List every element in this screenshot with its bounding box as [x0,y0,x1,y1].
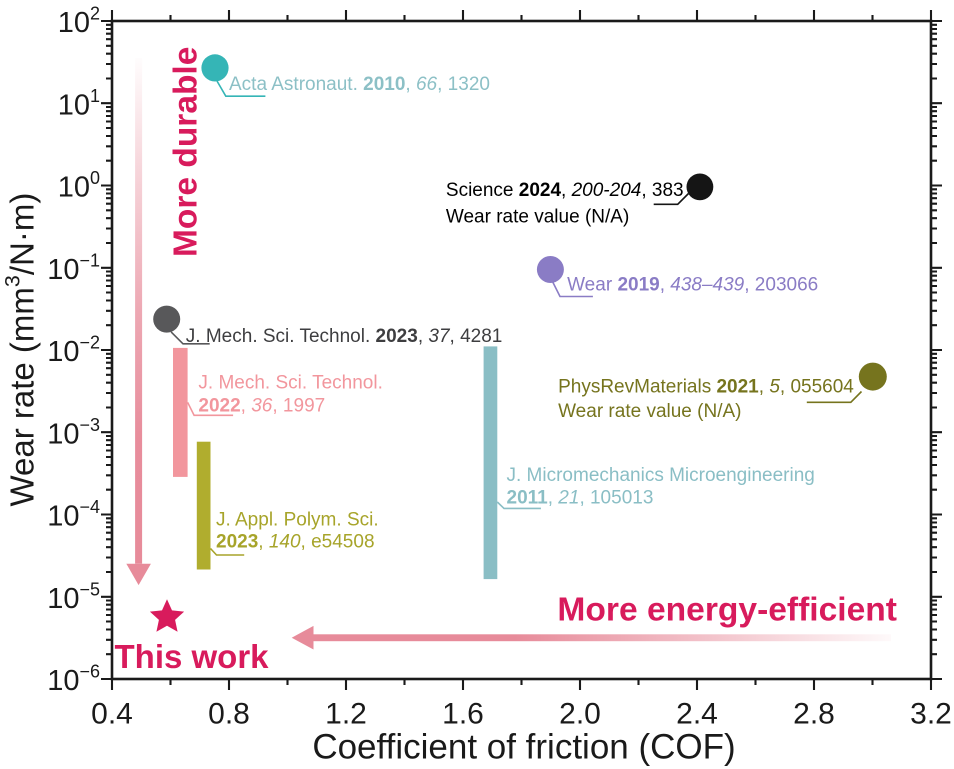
svg-text:10−2: 10−2 [47,333,100,369]
svg-text:10−6: 10−6 [47,662,100,698]
svg-text:2011, 21, 105013: 2011, 21, 105013 [507,488,654,509]
svg-text:J. Mech. Sci. Technol.: J. Mech. Sci. Technol. [198,373,382,394]
svg-text:0.4: 0.4 [91,698,133,731]
svg-text:More energy-efficient: More energy-efficient [557,592,897,629]
svg-text:Coefficient of friction (COF): Coefficient of friction (COF) [312,728,735,767]
svg-text:J. Appl. Polym. Sci.: J. Appl. Polym. Sci. [216,509,379,530]
svg-text:10−1: 10−1 [47,250,100,286]
svg-text:2.4: 2.4 [676,698,718,731]
svg-text:2023, 140, e54508: 2023, 140, e54508 [216,532,375,553]
svg-text:2022, 36, 1997: 2022, 36, 1997 [198,395,325,416]
svg-text:Science 2024, 200-204, 383: Science 2024, 200-204, 383 [446,180,684,201]
svg-text:Acta Astronaut. 2010, 66, 1320: Acta Astronaut. 2010, 66, 1320 [229,74,490,95]
svg-text:Wear rate value (N/A): Wear rate value (N/A) [446,207,629,228]
svg-text:102: 102 [58,4,100,40]
svg-text:101: 101 [58,86,100,122]
svg-text:1.2: 1.2 [325,698,367,731]
svg-text:Wear 2019, 438–439, 203066: Wear 2019, 438–439, 203066 [567,274,818,295]
svg-text:J. Mech. Sci. Technol. 2023, 3: J. Mech. Sci. Technol. 2023, 37, 4281 [186,326,503,347]
svg-text:PhysRevMaterials 2021, 5, 0556: PhysRevMaterials 2021, 5, 055604 [558,377,854,398]
svg-text:100: 100 [58,168,100,204]
svg-text:10−4: 10−4 [47,497,100,533]
svg-text:3.2: 3.2 [910,698,952,731]
svg-text:Wear rate value (N/A): Wear rate value (N/A) [558,401,741,422]
svg-text:2.0: 2.0 [559,698,601,731]
svg-text:10−3: 10−3 [47,415,100,451]
svg-text:J. Micromechanics Microenginee: J. Micromechanics Microengineering [507,465,815,486]
svg-text:10−5: 10−5 [47,579,100,615]
svg-text:More durable: More durable [168,47,205,257]
svg-text:Wear rate (mm3/N·m): Wear rate (mm3/N·m) [1,193,41,507]
svg-text:1.6: 1.6 [442,698,484,731]
svg-text:2.8: 2.8 [793,698,835,731]
svg-text:0.8: 0.8 [208,698,250,731]
svg-text:This work: This work [115,638,270,675]
